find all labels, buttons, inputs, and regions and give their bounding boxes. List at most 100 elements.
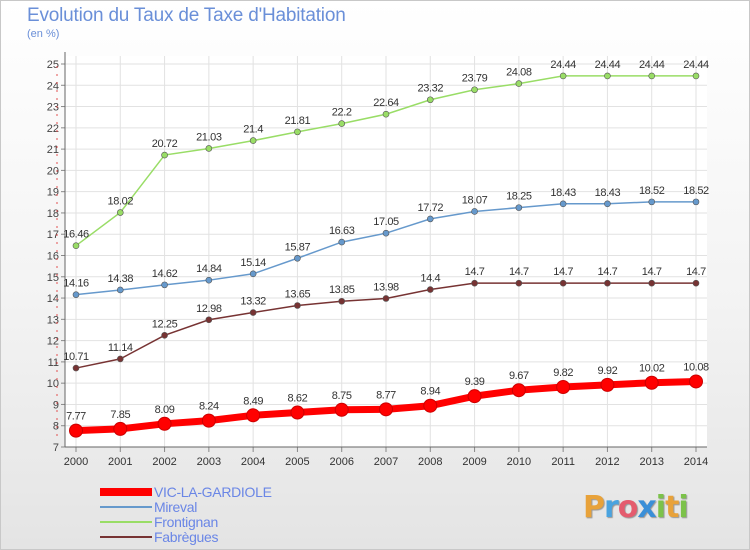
data-label: 7.85: [110, 409, 130, 421]
data-point: [379, 402, 393, 417]
data-label: 21.03: [196, 131, 222, 143]
data-label: 14.7: [642, 266, 662, 278]
data-point: [559, 72, 567, 80]
data-point: [338, 297, 346, 305]
legend: VIC-LA-GARDIOLE Mireval Frontignan Fabrègue…: [100, 483, 272, 545]
data-point: [600, 377, 615, 392]
y-tick-label: 8: [53, 421, 59, 433]
data-point: [294, 128, 301, 136]
data-label: 8.77: [376, 389, 396, 401]
data-point: [426, 286, 434, 293]
data-label: 21.4: [243, 124, 263, 136]
data-label: 15.87: [285, 241, 311, 253]
y-axis-unit: (en %): [27, 28, 60, 40]
legend-swatch: [100, 487, 152, 496]
logo-letter: t: [665, 490, 679, 525]
proxiti-logo: Proxiti: [583, 490, 689, 525]
data-label: 22.2: [332, 107, 352, 119]
data-point: [249, 309, 257, 316]
y-tick-label: 12: [47, 336, 59, 348]
data-label: 24.44: [683, 59, 709, 71]
data-label: 24.44: [595, 59, 621, 71]
x-tick-label: 2013: [639, 456, 663, 468]
x-tick-label: 2006: [329, 456, 353, 468]
data-point: [157, 416, 172, 431]
legend-label: VIC-LA-GARDIOLE: [154, 483, 272, 500]
data-point: [471, 208, 478, 215]
data-label: 23.32: [418, 83, 444, 95]
legend-item: Frontignan: [100, 513, 272, 530]
data-label: 8.62: [288, 393, 308, 405]
x-tick-label: 2007: [374, 456, 398, 468]
data-label: 24.08: [506, 67, 532, 79]
data-label: 14.7: [465, 266, 485, 278]
data-label: 16.63: [329, 225, 355, 237]
x-tick-label: 2003: [197, 456, 221, 468]
data-label: 14.7: [598, 266, 618, 278]
data-label: 17.05: [373, 216, 399, 228]
legend-swatch: [100, 535, 152, 538]
y-tick-label: 18: [47, 208, 59, 220]
data-point: [205, 145, 213, 152]
legend-item: VIC-LA-GARDIOLE: [100, 483, 272, 500]
data-point: [382, 110, 390, 118]
legend-swatch: [100, 505, 152, 508]
data-point: [467, 389, 482, 404]
x-tick-label: 2000: [64, 456, 88, 468]
legend-label: Frontignan: [154, 513, 218, 530]
y-tick-label: 11: [48, 357, 59, 369]
series-fabr-gues: 10.71 11.14 12.25 12.98 13.32 13.65 13.85 13.98…: [63, 266, 707, 372]
data-point: [294, 254, 301, 262]
data-point: [161, 331, 168, 339]
data-label: 17.72: [418, 202, 444, 214]
data-point: [161, 281, 168, 289]
y-tick-label: 14: [47, 293, 59, 305]
data-point: [290, 405, 305, 420]
data-point: [604, 279, 611, 287]
data-point: [604, 72, 611, 80]
data-point: [382, 295, 390, 302]
logo-letter: P: [583, 490, 605, 525]
y-tick-label: 7: [53, 442, 59, 454]
x-tick-label: 2002: [152, 456, 176, 468]
data-point: [556, 379, 571, 394]
data-point: [113, 421, 128, 436]
data-label: 15.14: [240, 257, 266, 269]
data-label: 9.39: [465, 376, 485, 388]
data-label: 18.43: [595, 187, 621, 199]
data-point: [72, 364, 80, 372]
data-point: [648, 198, 656, 206]
data-point: [116, 209, 124, 216]
logo-letter: i: [655, 490, 666, 525]
data-point: [246, 408, 261, 423]
data-point: [338, 120, 346, 127]
series-mireval: 14.16 14.38 14.62 14.84 15.14 15.87 16.63 17.05…: [63, 185, 709, 298]
y-tick-label: 23: [47, 102, 59, 114]
data-point: [515, 204, 523, 211]
data-label: 18.02: [108, 196, 134, 208]
data-label: 10.08: [683, 361, 709, 373]
data-label: 14.7: [509, 266, 529, 278]
data-label: 18.52: [639, 185, 665, 197]
data-point: [382, 229, 390, 237]
data-label: 14.7: [686, 266, 706, 278]
data-label: 14.4: [420, 273, 440, 285]
data-point: [515, 279, 523, 287]
y-tick-label: 15: [47, 272, 59, 284]
x-tick-label: 2011: [551, 456, 575, 468]
data-point: [604, 200, 611, 208]
x-tick-label: 2009: [462, 456, 486, 468]
data-label: 23.79: [462, 73, 488, 85]
data-point: [249, 137, 257, 144]
legend-label: Fabrègues: [154, 528, 219, 545]
chart-title: Evolution du Taux de Taxe d'Habitation: [27, 5, 346, 26]
data-label: 10.71: [63, 351, 89, 363]
data-label: 20.72: [152, 138, 178, 150]
data-label: 18.07: [462, 194, 488, 206]
x-tick-label: 2008: [418, 456, 442, 468]
data-point: [648, 279, 656, 287]
x-tick-label: 2004: [241, 456, 265, 468]
logo-letter: i: [678, 490, 688, 525]
data-label: 9.67: [509, 370, 529, 382]
